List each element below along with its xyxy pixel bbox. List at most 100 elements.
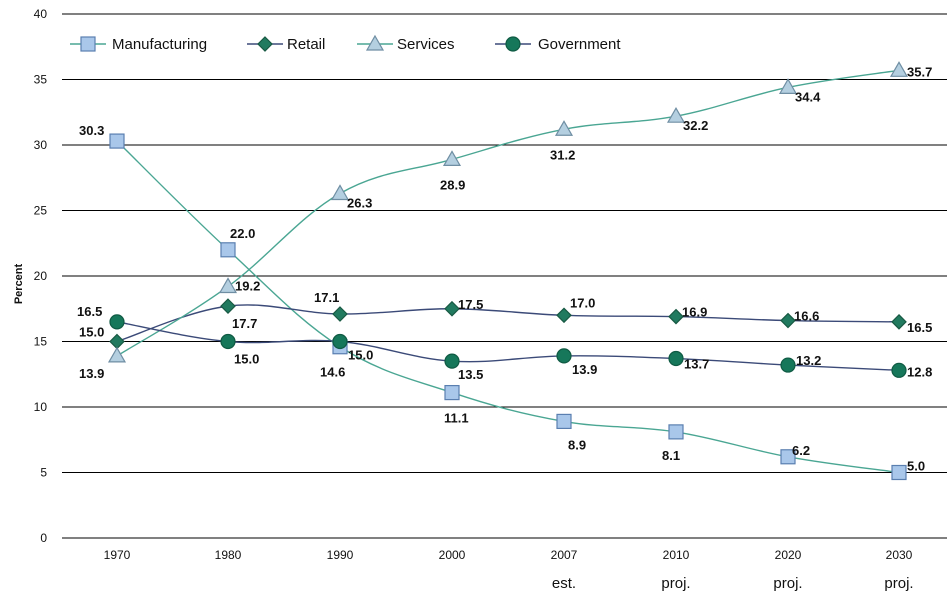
data-label-government: 16.5 (77, 304, 102, 319)
data-label-government: 13.9 (572, 362, 597, 377)
data-point-retail (332, 306, 348, 322)
data-point-government (556, 348, 572, 364)
data-point-government (668, 350, 684, 367)
data-label-manufacturing: 22.0 (230, 226, 255, 241)
legend-marker-retail (257, 36, 273, 52)
y-tick-label: 25 (34, 204, 48, 218)
data-label-retail: 17.0 (570, 295, 595, 310)
series-markers (107, 61, 909, 481)
data-point-retail (891, 314, 907, 330)
x-tick-label: 1990 (327, 548, 354, 562)
y-axis-title: Percent (13, 263, 25, 304)
data-label-government: 13.5 (458, 367, 483, 382)
legend-label-services: Services (397, 36, 455, 53)
y-tick-label: 10 (34, 400, 48, 414)
data-label-manufacturing: 6.2 (792, 443, 810, 458)
data-label-government: 15.0 (348, 348, 373, 363)
series-line-services (116, 69, 900, 357)
data-label-services: 32.2 (683, 118, 708, 133)
data-label-government: 15.0 (234, 352, 259, 367)
data-label-services: 19.2 (235, 278, 260, 293)
legend-marker-services (365, 34, 385, 51)
data-point-government (780, 357, 796, 373)
data-point-manufacturing (780, 449, 796, 465)
data-label-government: 12.8 (907, 364, 932, 379)
data-point-manufacturing (668, 424, 684, 440)
data-point-manufacturing (556, 413, 572, 430)
y-tick-label: 35 (34, 73, 48, 87)
data-point-government (444, 353, 460, 369)
series-line-government (116, 321, 900, 372)
data-label-retail: 16.5 (907, 320, 932, 335)
series-line-retail (116, 304, 900, 343)
data-point-retail (109, 333, 125, 350)
data-point-manufacturing (891, 464, 907, 481)
y-tick-label: 15 (34, 335, 48, 349)
data-label-retail: 15.0 (79, 325, 104, 340)
data-point-services (330, 184, 350, 201)
x-tick-sublabel: proj. (884, 575, 913, 592)
data-label-manufacturing: 8.1 (662, 448, 680, 463)
data-label-manufacturing: 14.6 (320, 365, 345, 380)
data-label-retail: 17.1 (314, 290, 339, 305)
data-point-manufacturing (109, 133, 125, 149)
data-label-government: 13.2 (796, 353, 821, 368)
data-point-retail (780, 312, 796, 329)
legend-label-government: Government (538, 36, 621, 53)
legend-marker-manufacturing (80, 36, 96, 52)
data-label-services: 28.9 (440, 177, 465, 192)
legend-label-retail: Retail (287, 36, 325, 53)
data-point-retail (668, 308, 684, 325)
data-label-services: 34.4 (795, 89, 821, 104)
data-label-services: 26.3 (347, 195, 372, 210)
data-point-services (778, 78, 798, 94)
x-tick-label: 2030 (886, 548, 913, 562)
data-point-services (554, 120, 574, 136)
data-point-services (218, 277, 238, 294)
data-label-manufacturing: 11.1 (444, 411, 469, 426)
data-point-government (891, 362, 907, 378)
x-tick-label: 2020 (775, 548, 802, 562)
y-tick-label: 5 (40, 466, 47, 480)
data-point-retail (556, 307, 572, 324)
legend-marker-government (505, 36, 521, 52)
data-point-manufacturing (444, 384, 460, 401)
data-label-retail: 16.9 (682, 305, 707, 320)
data-label-manufacturing: 5.0 (907, 459, 925, 474)
data-point-government (109, 314, 125, 330)
data-label-manufacturing: 8.9 (568, 437, 586, 452)
data-point-retail (444, 300, 460, 317)
data-label-government: 13.7 (684, 357, 709, 372)
x-tick-label: 1980 (215, 548, 242, 562)
data-point-services (666, 106, 686, 123)
x-tick-sublabel: proj. (661, 575, 690, 592)
y-tick-label: 40 (34, 7, 48, 21)
data-point-manufacturing (220, 242, 236, 258)
x-tick-sublabel: est. (552, 575, 576, 592)
y-tick-label: 0 (40, 531, 47, 545)
data-point-services (107, 346, 127, 363)
data-point-retail (220, 298, 236, 314)
data-point-government (332, 333, 348, 350)
data-label-services: 13.9 (79, 366, 104, 381)
data-label-services: 31.2 (550, 147, 575, 162)
data-label-retail: 16.6 (794, 309, 819, 324)
data-label-retail: 17.5 (458, 297, 483, 312)
x-tick-label: 2000 (439, 548, 466, 562)
x-tick-sublabel: proj. (773, 575, 802, 592)
data-point-government (220, 333, 236, 350)
data-label-services: 35.7 (907, 64, 932, 79)
y-tick-label: 30 (34, 138, 48, 152)
legend-label-manufacturing: Manufacturing (112, 36, 207, 53)
data-label-manufacturing: 30.3 (79, 123, 104, 138)
data-labels: 30.3 22.0 14.6 11.1 8.9 8.1 6.2 5.0 15.0 17.7 17.1… (77, 64, 932, 473)
series-lines (116, 69, 900, 474)
legend: Manufacturing Retail Services Government (70, 34, 621, 53)
x-tick-label: 2010 (663, 548, 690, 562)
x-tick-label: 1970 (104, 548, 131, 562)
axes: 0 5 10 15 20 25 30 35 40 1970 1980 1990 2000 2007 est.… (34, 7, 914, 592)
data-label-retail: 17.7 (232, 316, 257, 331)
gridlines (62, 13, 947, 539)
y-tick-label: 20 (34, 269, 48, 283)
